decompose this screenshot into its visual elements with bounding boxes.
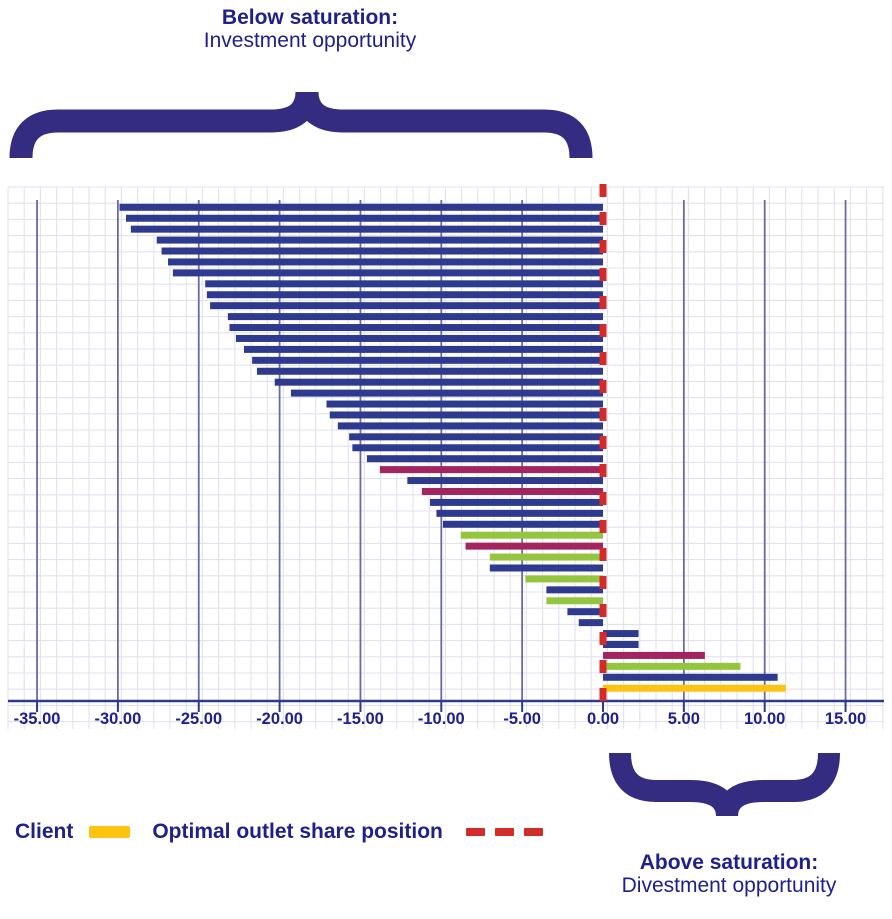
top-annotation: Below saturation: Investment opportunity [110,6,510,52]
bars [119,203,786,692]
bar-navy [337,422,603,430]
x-tick-label: 10.00 [744,710,785,728]
bar-navy [429,498,603,506]
bottom-brace-icon [609,752,840,818]
top-annotation-title: Below saturation: [221,6,399,29]
bar-navy [274,378,603,386]
bar-navy [227,313,603,321]
legend-client-label: Client [15,820,74,843]
x-tick-label: 5.00 [668,710,700,728]
bar-green [525,575,603,583]
x-tick-label: -20.00 [256,710,303,728]
bar-navy [210,302,603,310]
bar-navy [366,455,603,463]
bar-navy [436,509,603,517]
bar-navy [603,641,639,648]
bar-magenta [465,542,603,550]
bar-navy [352,444,603,452]
bar-green [546,597,603,605]
bar-navy [168,258,604,266]
bar-magenta [379,466,603,474]
bar-navy [442,520,603,528]
legend: Client Optimal outlet share position [15,820,543,844]
bar-green [460,531,603,539]
bar-navy [290,389,603,397]
bar-navy [256,367,603,375]
bar-navy [546,586,603,594]
bar-navy [125,214,604,222]
bar-navy [252,356,603,364]
bar-magenta [421,487,603,495]
x-tick-label: -25.00 [175,710,222,728]
bar-navy [156,236,603,244]
bar-navy [205,280,603,288]
bar-navy [603,630,639,638]
bar-green [489,553,603,561]
x-tick-label: -15.00 [337,710,384,728]
bottom-annotation: Above saturation: Divestment opportunity [579,851,879,897]
legend-optimal-label: Optimal outlet share position [152,820,443,843]
bar-navy [329,411,603,419]
bar-navy [229,324,603,332]
bar-navy [172,269,604,277]
bar-magenta [603,651,705,659]
bottom-annotation-title: Above saturation: [639,851,819,874]
x-axis-labels: -35.00 -30.00 -25.00 -20.00 -15.00 -10.00 -5.0… [14,710,867,728]
x-tick-label: 15.00 [825,710,866,728]
x-tick-label: 0.00 [587,710,619,728]
bar-navy [119,203,603,211]
bar-navy [161,247,603,255]
bar-navy [244,345,603,353]
bar-navy [349,433,603,441]
bar-navy [567,608,603,616]
x-tick-label: -30.00 [95,710,142,728]
bar-green [603,662,741,670]
bar-navy [578,619,603,627]
bar-navy [206,291,603,299]
x-tick-label: -10.00 [418,710,465,728]
bottom-annotation-subtitle: Divestment opportunity [621,874,837,897]
bar-navy [603,673,778,681]
bar-client [603,684,786,692]
bar-navy [130,225,603,233]
top-brace-icon [9,91,593,159]
bar-navy [489,564,603,572]
top-annotation-subtitle: Investment opportunity [203,29,417,52]
x-axis [8,699,884,712]
bar-navy [235,334,604,342]
x-tick-label: -35.00 [14,710,61,728]
legend-optimal-dash-icon [456,828,543,836]
legend-client-swatch-icon [89,826,131,838]
bar-navy [326,400,603,408]
x-tick-label: -5.00 [503,710,541,728]
bar-navy [407,477,603,485]
